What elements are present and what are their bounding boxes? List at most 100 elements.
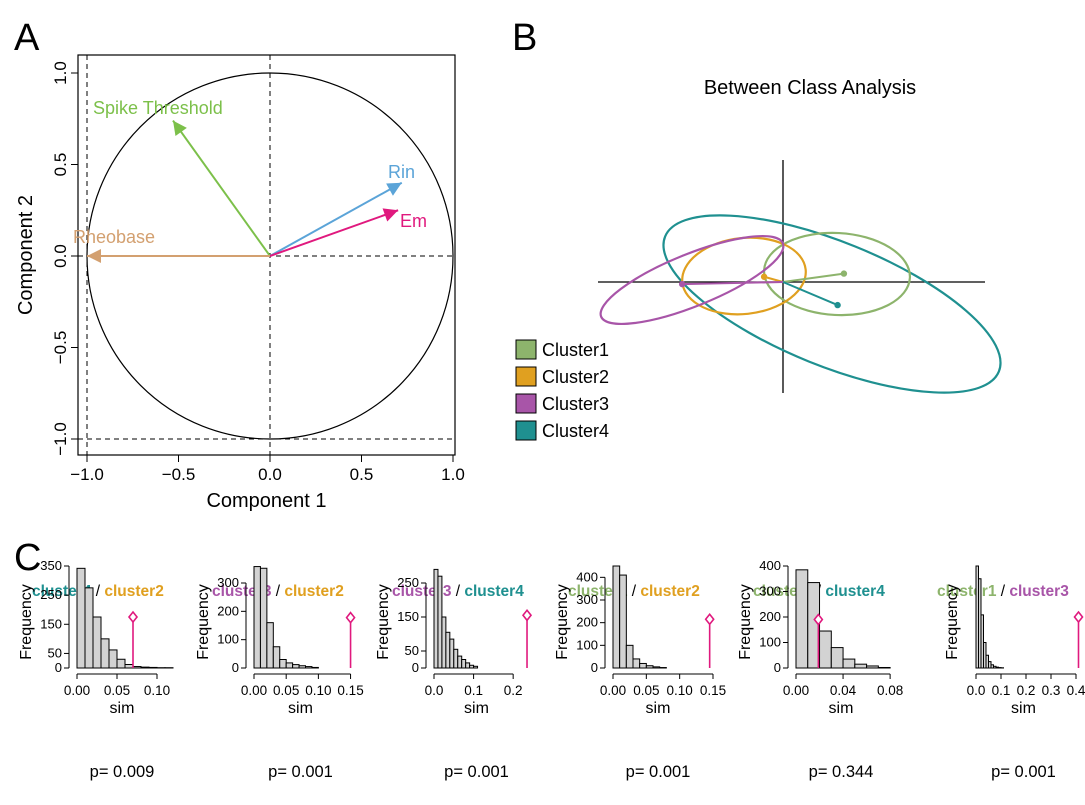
legend-label-1: Cluster1 xyxy=(542,340,609,360)
histogram-bar xyxy=(866,665,879,669)
correlation-circle-panel: −1.0 −0.5 0.0 0.5 1.0 −1.0 −0.5 0.0 0.5 1.0 Compon… xyxy=(15,54,465,512)
x-tick-label: −1.0 xyxy=(70,465,104,484)
x-axis-label: Component 1 xyxy=(206,490,326,512)
vector-label: Rin xyxy=(388,162,415,182)
histogram-bar xyxy=(980,614,984,669)
y-tick-label: 0.0 xyxy=(51,244,70,268)
cluster-centroid-point-2 xyxy=(679,280,686,288)
y-tick-label: 150 xyxy=(40,616,62,631)
histogram-bar xyxy=(445,631,451,669)
x-tick-label: 0.05 xyxy=(104,683,130,698)
y-tick-label: 350 xyxy=(40,558,62,573)
y-tick-label: 300 xyxy=(759,584,781,599)
panel-label-a: A xyxy=(14,17,40,59)
y-axis-label: Component 2 xyxy=(15,195,37,315)
y-tick-label: 0 xyxy=(591,660,598,675)
panel-label-b: B xyxy=(512,17,537,59)
histogram-bar xyxy=(625,644,634,669)
histogram-bar xyxy=(266,622,274,669)
vector-arrowhead-2 xyxy=(382,208,399,222)
cluster-centroid-point-0 xyxy=(840,270,848,277)
vector-label: Spike Threshold xyxy=(93,98,223,118)
y-tick-label: 200 xyxy=(759,609,781,624)
x-tick-label: 0.08 xyxy=(877,683,903,698)
histogram-bar xyxy=(433,568,439,669)
bca-title: Between Class Analysis xyxy=(704,77,916,99)
legend-label-2: Cluster2 xyxy=(542,367,609,387)
histogram-bar xyxy=(76,567,86,669)
histogram-bar xyxy=(311,666,319,669)
x-tick-label: 0.0 xyxy=(425,683,444,698)
histogram-bar xyxy=(305,666,313,669)
histogram-bar xyxy=(441,616,447,669)
histogram-bar xyxy=(457,655,463,669)
histogram-bar xyxy=(795,569,809,669)
y-axis-label: Frequency xyxy=(18,584,35,660)
y-tick-label: 100 xyxy=(576,637,598,652)
y-tick-label: 50 xyxy=(405,643,419,658)
histogram-bar xyxy=(124,664,134,669)
y-tick-label: 0 xyxy=(55,660,62,675)
x-tick-label: 0.10 xyxy=(667,683,693,698)
histogram-bar xyxy=(854,663,868,669)
between-class-panel: Between Class Analysis Cluster1 Cluster2 C… xyxy=(515,77,1002,441)
histogram-title-right: cluster2 xyxy=(640,583,699,600)
histogram-hist-1-3: cluster1 / cluster3 0.0 0.1 0.2 0.3 0.4 sim Fre… xyxy=(937,565,1085,781)
histogram-bar xyxy=(877,666,891,669)
legend-swatch-4 xyxy=(515,420,537,441)
histogram-bar xyxy=(632,658,641,669)
p-value-label: p= 0.001 xyxy=(444,763,509,781)
x-tick-label: 0.00 xyxy=(600,683,626,698)
y-axis-label: Frequency xyxy=(375,584,392,660)
y-tick-label: 0 xyxy=(774,660,781,675)
x-tick-label: 0.0 xyxy=(258,465,282,484)
observed-value-marker xyxy=(704,612,715,626)
p-value-label: p= 0.009 xyxy=(90,763,155,781)
y-tick-label: 0 xyxy=(232,660,239,675)
p-value-label: p= 0.001 xyxy=(991,763,1056,781)
histogram-title-right: cluster4 xyxy=(464,583,524,600)
histogram-bar xyxy=(298,665,306,669)
x-axis-label: sim xyxy=(1011,700,1036,717)
x-tick-label: 0.00 xyxy=(783,683,809,698)
y-tick-label: 150 xyxy=(397,609,419,624)
vector-arrowhead-1 xyxy=(386,182,402,196)
y-tick-label: 0 xyxy=(412,660,419,675)
histogram-title-sep: / xyxy=(91,583,104,600)
y-axis-label: Frequency xyxy=(737,584,754,660)
histogram-title-right: cluster2 xyxy=(104,583,163,600)
p-value-label: p= 0.001 xyxy=(268,763,333,781)
histogram-bar xyxy=(116,658,126,669)
x-tick-label: 0.3 xyxy=(1042,683,1061,698)
vector-arrow-2 xyxy=(269,209,399,257)
histogram-title-sep: / xyxy=(271,583,284,600)
cluster2-ellipse xyxy=(681,236,807,316)
x-tick-label: 0.2 xyxy=(1017,683,1036,698)
histogram-title-sep: / xyxy=(627,583,640,600)
histogram-title-sep: / xyxy=(996,583,1009,600)
histogram-bar xyxy=(140,666,150,669)
panel-label-c: C xyxy=(14,537,41,579)
histogram-bar xyxy=(292,664,300,669)
histogram-bar xyxy=(639,662,647,669)
plot-frame xyxy=(77,54,456,456)
vector-arrowhead-3 xyxy=(87,249,101,263)
y-tick-label: 400 xyxy=(759,558,781,573)
histogram-bar xyxy=(253,566,261,669)
vector-arrowhead-0 xyxy=(173,120,187,137)
x-tick-label: 0.2 xyxy=(504,683,523,698)
legend-swatch-3 xyxy=(515,393,537,414)
histogram-bar xyxy=(842,658,856,669)
cluster4-ellipse xyxy=(662,214,1002,394)
histogram-title-right: cluster4 xyxy=(825,583,885,600)
histogram-bar xyxy=(645,665,654,669)
histogram-bar xyxy=(652,666,661,669)
y-tick-label: 200 xyxy=(576,615,598,630)
observed-value-marker xyxy=(127,610,139,624)
y-tick-label: 300 xyxy=(217,575,239,590)
histogram-bar xyxy=(132,666,142,669)
